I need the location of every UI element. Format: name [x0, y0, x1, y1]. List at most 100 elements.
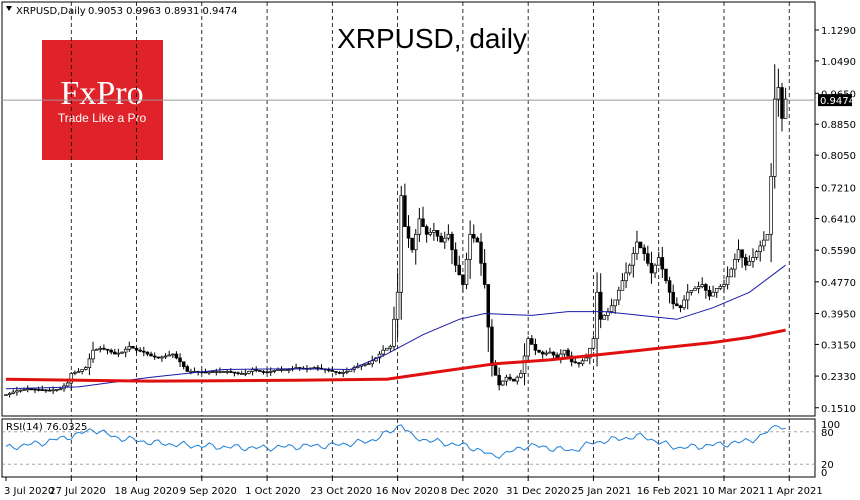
candle-body [649, 262, 654, 274]
candle-body [421, 218, 425, 227]
logo-brand: FxPro [60, 75, 143, 112]
candle-body [624, 272, 628, 282]
candle-body [609, 305, 614, 312]
candle-body [399, 195, 403, 293]
candle-body [519, 373, 523, 378]
candle-body [508, 376, 512, 380]
candle-body [577, 362, 581, 365]
candle-body [156, 356, 161, 359]
date-tick-label: 16 Nov 2020 [376, 486, 440, 497]
date-tick-label: 25 Jan 2021 [571, 486, 631, 497]
rsi-tick-label: 20 [821, 460, 834, 471]
candle-body [424, 226, 429, 235]
current-price-tag: 0.9474 [818, 94, 855, 107]
candle-body [29, 388, 34, 391]
price-tick-label: 1.0490 [821, 57, 856, 68]
candle-body [261, 371, 266, 373]
price-tick-label: 0.2330 [821, 372, 856, 383]
candle-body [751, 257, 755, 262]
candle-body [279, 369, 284, 371]
candle-body [316, 367, 320, 369]
date-tick-label: 23 Oct 2020 [310, 486, 372, 497]
price-tick-label: 0.5590 [821, 246, 856, 257]
candle-body [497, 374, 501, 386]
candle-body [700, 284, 704, 287]
candle-body [345, 371, 349, 373]
candle-body [501, 380, 505, 386]
candle-body [341, 372, 345, 374]
collapse-triangle-icon[interactable] [6, 6, 12, 11]
price-tick-label: 0.3150 [821, 340, 856, 351]
candle-body [410, 237, 414, 251]
candle-body [475, 237, 480, 243]
candle-body [22, 389, 26, 391]
candle-body [714, 288, 719, 293]
candle-body [544, 352, 549, 355]
moving-average-fast [5, 264, 786, 390]
candle-body [84, 367, 88, 370]
rsi-level-lines [2, 431, 815, 465]
candle-body [283, 369, 287, 371]
candle-body [461, 274, 465, 285]
candle-body [722, 284, 726, 287]
candle-body [526, 338, 530, 357]
candle-body [26, 388, 30, 391]
candle-body [203, 371, 208, 374]
price-tick-label: 0.7210 [821, 184, 856, 195]
candle-body [116, 352, 121, 355]
candle-body [675, 303, 679, 307]
candle-body [566, 349, 570, 357]
price-tick-label: 0.3950 [821, 310, 856, 321]
candle-body [18, 389, 23, 392]
candle-body [591, 338, 596, 349]
price-tick-label: 0.6410 [821, 214, 856, 225]
candle-body [588, 347, 592, 359]
candle-body [530, 338, 534, 345]
candle-body [225, 371, 229, 373]
candle-body [646, 253, 650, 264]
rsi-panel: RSI(14) 76.0325 [1, 418, 816, 478]
candle-body [232, 371, 237, 374]
candle-body [370, 360, 374, 365]
candle-body [439, 235, 443, 243]
candle-body [120, 351, 124, 354]
candle-body [98, 347, 103, 350]
candle-body [729, 268, 733, 278]
candle-body [620, 280, 625, 291]
candle-body [758, 245, 762, 253]
candle-body [765, 233, 770, 241]
date-tick-label: 8 Dec 2020 [441, 486, 499, 497]
date-tick-label: 1 Oct 2020 [245, 486, 300, 497]
candle-body [533, 344, 538, 351]
candle-body [138, 349, 142, 352]
date-tick-label: 10 Mar 2021 [702, 486, 765, 497]
candle-body [667, 280, 672, 293]
candle-body [113, 351, 117, 355]
candle-body [457, 264, 462, 276]
candle-body [414, 233, 418, 251]
candle-body [772, 98, 777, 177]
candle-body [312, 367, 316, 369]
candle-body [178, 357, 182, 363]
candle-body [69, 373, 74, 384]
candle-body [446, 233, 451, 239]
candle-body [490, 326, 494, 366]
candle-body [7, 392, 12, 395]
candle-body [163, 355, 168, 358]
candle-body [51, 389, 55, 392]
candle-body [537, 349, 541, 353]
candle-body [337, 372, 342, 374]
candle-body [287, 369, 291, 371]
candle-body [330, 370, 335, 372]
candle-body [109, 349, 113, 353]
price-tick-label: 1.1290 [821, 26, 856, 37]
candle-body [580, 360, 585, 365]
candle-body [167, 354, 171, 357]
candle-body [482, 262, 487, 285]
candle-body [435, 230, 440, 237]
current-price-tag-box [818, 94, 852, 107]
candle-body [417, 218, 422, 235]
candle-body [769, 176, 773, 235]
candle-body [479, 241, 483, 264]
candle-body [47, 389, 52, 392]
